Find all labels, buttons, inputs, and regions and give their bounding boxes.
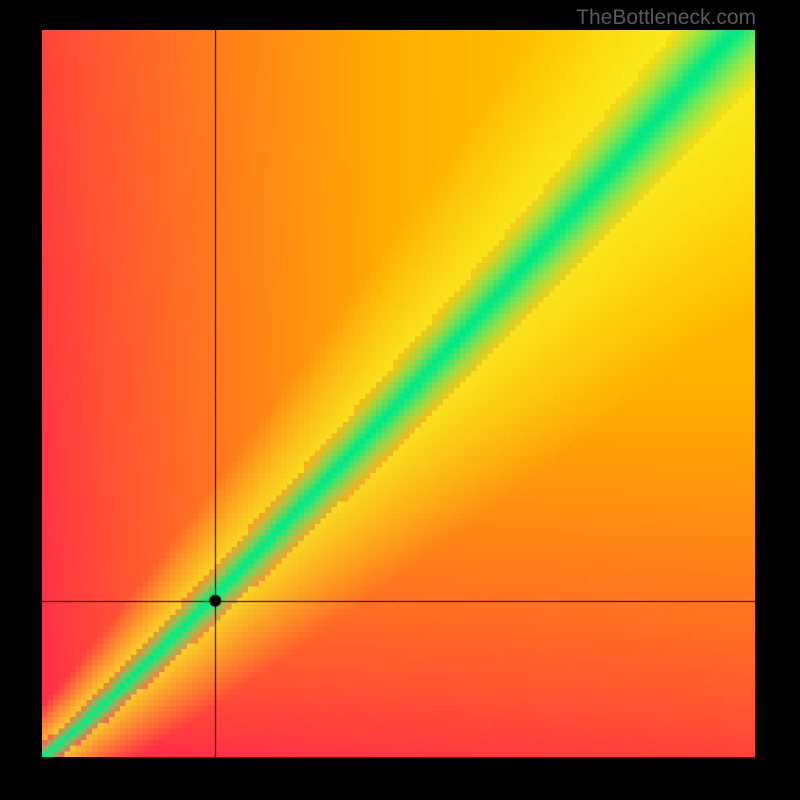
crosshair-overlay (42, 30, 755, 757)
watermark-text: TheBottleneck.com (576, 6, 756, 30)
chart-frame: TheBottleneck.com (0, 0, 800, 800)
